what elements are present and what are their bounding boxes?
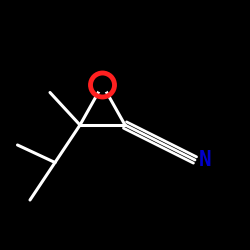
Circle shape: [96, 78, 110, 92]
Text: N: N: [199, 150, 211, 170]
